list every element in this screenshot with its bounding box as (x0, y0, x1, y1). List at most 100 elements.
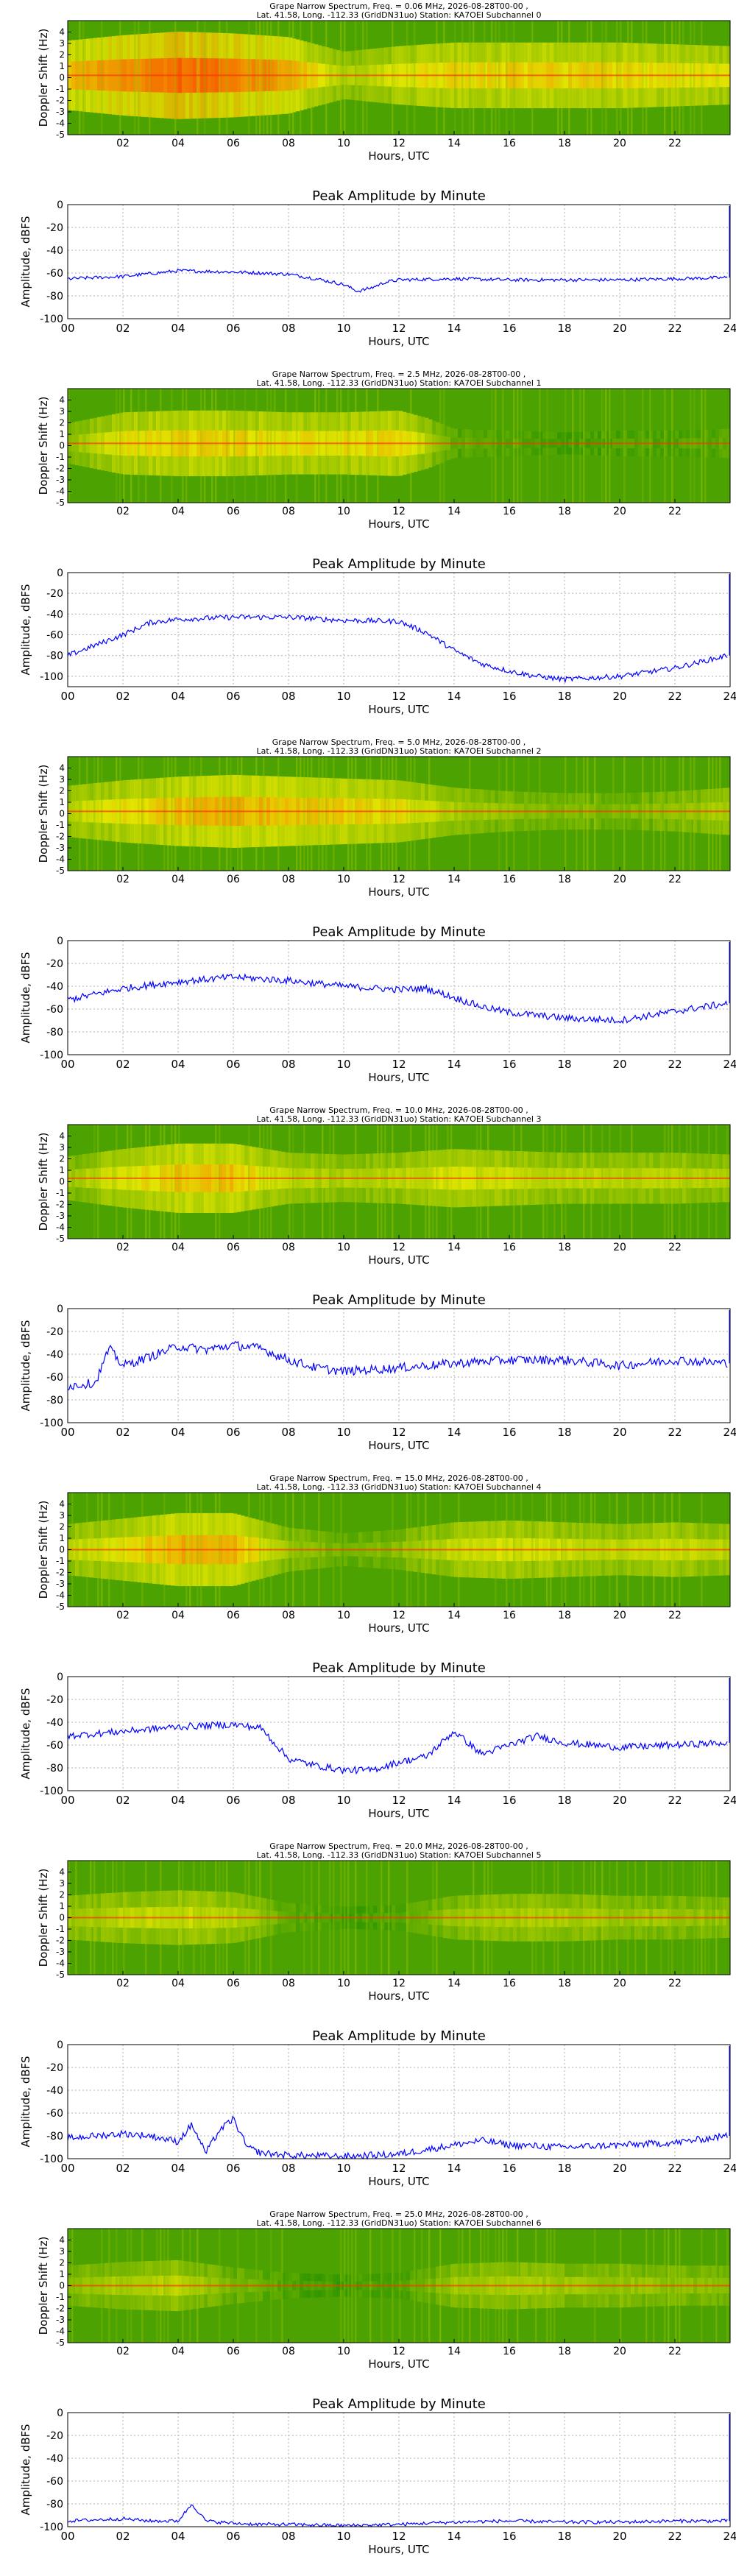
spectrogram-speckle (174, 21, 177, 135)
y-tick-label: -20 (46, 2062, 63, 2074)
spectrogram-speckle (134, 21, 136, 135)
y-tick-label: 1 (59, 2269, 65, 2279)
y-tick-label: -1 (56, 1924, 65, 1934)
y-tick-label: -60 (46, 2476, 63, 2488)
spectrogram-speckle (572, 389, 574, 503)
spectrogram-speckle (616, 21, 618, 135)
spectrogram-speckle (189, 757, 191, 871)
y-tick-label: 4 (59, 1499, 65, 1510)
x-tick-label: 14 (447, 2530, 461, 2543)
spectrogram-speckle (623, 389, 626, 503)
y-tick-label: 1 (59, 1165, 65, 1175)
y-tick-label: 3 (59, 2246, 65, 2257)
x-tick-label: 16 (502, 2162, 516, 2175)
spectrogram-speckle (679, 21, 681, 135)
x-tick-label: 06 (226, 690, 240, 703)
spectrogram-speckle (432, 1125, 434, 1239)
y-tick-label: 4 (59, 2235, 65, 2246)
y-tick-label: -3 (56, 1579, 65, 1589)
spectrogram-speckle (215, 389, 217, 503)
x-axis-label: Hours, UTC (368, 885, 429, 899)
amplitude-panel-9: Peak Amplitude by Minute 0 -20 -40 -60 -80 -10… (19, 1660, 736, 1820)
spectrogram-speckle (366, 389, 368, 503)
spectrogram-speckle (167, 757, 169, 871)
x-tick-label: 18 (557, 1058, 571, 1071)
spectrogram-speckle (178, 1125, 180, 1239)
y-tick-label: -100 (40, 314, 63, 325)
spectrogram-speckle (307, 757, 309, 871)
spectrogram-speckle (145, 1125, 147, 1239)
spectrogram-speckle (296, 389, 298, 503)
spectrogram-speckle (623, 757, 626, 871)
spectrogram-speckle (487, 1125, 489, 1239)
plot-frame (67, 940, 731, 1055)
x-tick-label: 06 (227, 874, 240, 885)
x-tick-label: 12 (392, 2162, 406, 2175)
x-tick-label: 20 (612, 690, 626, 703)
spectrogram-speckle (701, 389, 703, 503)
x-tick-label: 10 (336, 1794, 350, 1807)
spectrogram-speckle (443, 389, 445, 503)
amplitude-title: Peak Amplitude by Minute (312, 924, 486, 940)
spectrogram-speckle (664, 757, 666, 871)
spectrogram-speckle (200, 757, 202, 871)
spectrogram-speckle (97, 1125, 99, 1239)
x-tick-label: 08 (282, 1242, 295, 1253)
y-tick-label: -100 (40, 2522, 63, 2533)
spectrogram-speckle (226, 757, 228, 871)
x-tick-label: 18 (558, 138, 571, 149)
spectrogram-speckle (715, 1125, 718, 1239)
y-tick-label: -5 (56, 2338, 65, 2348)
spectrogram-speckle (277, 21, 280, 135)
spectrogram-speckle (263, 1125, 265, 1239)
spectrogram-speckle (645, 21, 648, 135)
x-tick-label: 12 (392, 1794, 406, 1807)
x-tick-label: 02 (116, 1978, 130, 1989)
spectrogram-speckle (381, 1125, 383, 1239)
spectrogram-speckle (119, 757, 121, 871)
spectrogram-speckle (520, 1125, 523, 1239)
y-tick-label: 0 (57, 1303, 63, 1315)
x-tick-label: 02 (116, 690, 130, 703)
y-tick-label: 1 (59, 1533, 65, 1543)
spectrogram-speckle (116, 757, 118, 871)
y-tick-label: -60 (46, 630, 63, 642)
spectrogram-speckle (612, 757, 615, 871)
spectrogram-speckle (708, 757, 710, 871)
y-tick-label: 3 (59, 38, 65, 49)
x-tick-label: 14 (447, 1058, 461, 1071)
x-tick-label: 06 (226, 1794, 240, 1807)
x-tick-label: 20 (612, 322, 626, 335)
y-tick-label: -40 (46, 2085, 63, 2097)
x-tick-label: 22 (668, 2530, 682, 2543)
x-tick-label: 16 (503, 1978, 516, 1989)
spectrogram-speckle (642, 21, 644, 135)
y-tick-label: -1 (56, 820, 65, 830)
y-tick-label: 2 (59, 1522, 65, 1532)
spectrogram-speckle (631, 1125, 633, 1239)
y-tick-label: -4 (56, 2326, 65, 2337)
x-tick-label: 08 (281, 322, 295, 335)
spectrogram-speckle (675, 21, 677, 135)
y-tick-label: 0 (59, 73, 65, 83)
spectrogram-speckle (101, 21, 103, 135)
spectrogram-speckle (79, 757, 81, 871)
x-tick-label: 22 (668, 1794, 682, 1807)
x-tick-label: 06 (227, 1978, 240, 1989)
x-tick-label: 18 (558, 2346, 571, 2357)
x-tick-label: 16 (503, 506, 516, 517)
y-tick-label: 4 (59, 395, 65, 406)
x-tick-label: 18 (558, 874, 571, 885)
y-tick-label: 0 (57, 1671, 63, 1683)
spectrogram-speckle (200, 389, 202, 503)
spectrogram-speckle (204, 21, 206, 135)
x-tick-label: 12 (392, 322, 406, 335)
spectrogram-speckle (355, 1125, 357, 1239)
spectrogram-speckle (163, 757, 166, 871)
spectrogram-speckle (197, 21, 199, 135)
x-tick-label: 08 (281, 1794, 295, 1807)
spectrogram-speckle (248, 21, 250, 135)
amplitude-series-line (67, 614, 728, 684)
y-tick-label: -1 (56, 84, 65, 94)
